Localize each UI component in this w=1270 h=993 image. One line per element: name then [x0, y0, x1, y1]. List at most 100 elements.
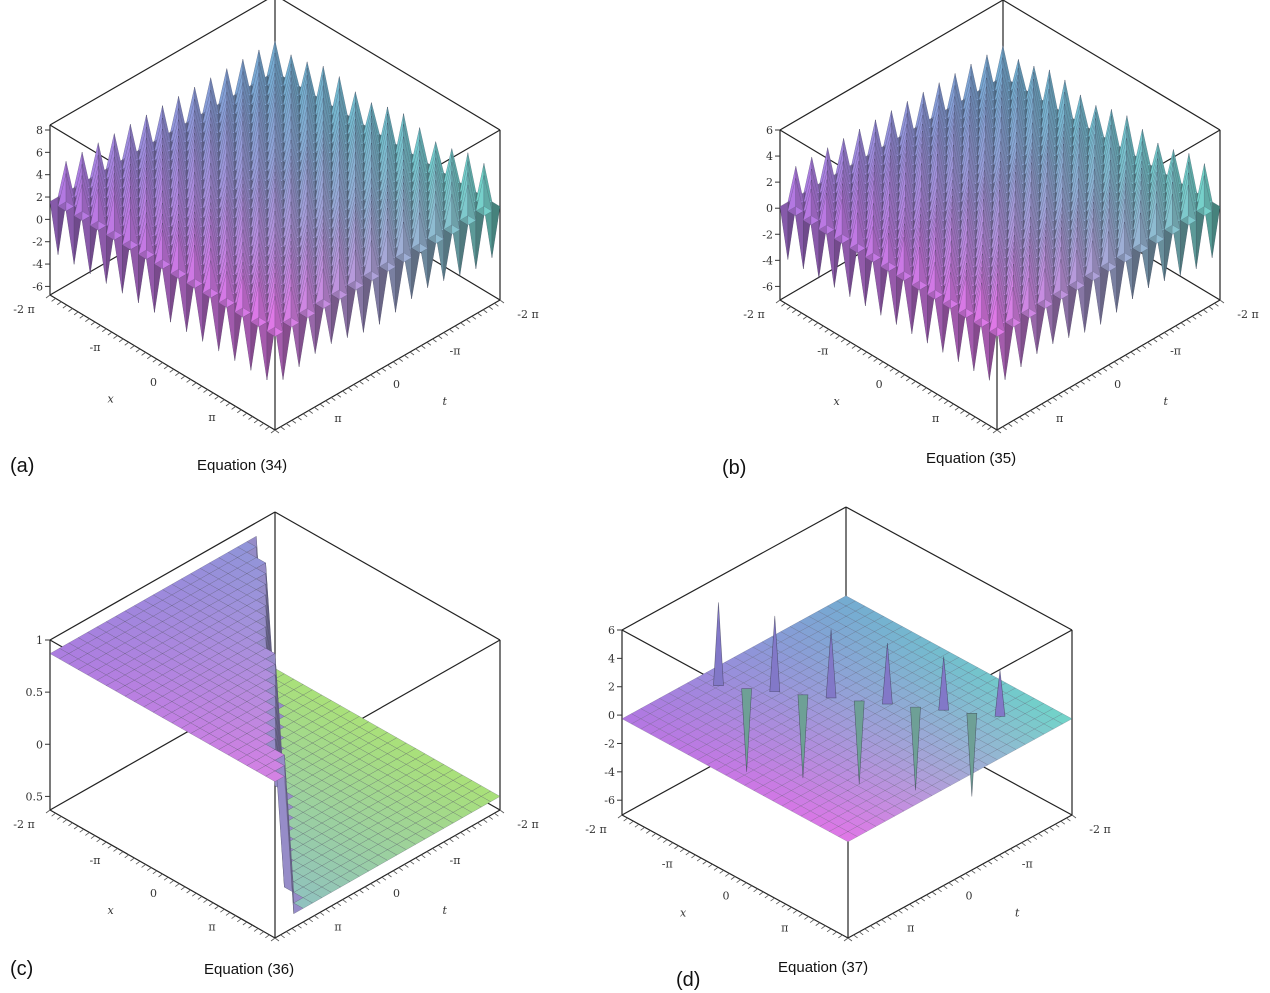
- surface-facet-a: [178, 273, 187, 332]
- surface-facet-a: [290, 287, 300, 323]
- x-minor-tick-a: [79, 314, 84, 319]
- surface-facet-a: [339, 259, 348, 296]
- surface-facet-a: [130, 244, 139, 303]
- surface-facet-a: [331, 294, 340, 344]
- surface-facet-a: [419, 212, 428, 249]
- x-minor-tick-a: [259, 422, 264, 427]
- surface-facet-b: [1211, 201, 1221, 258]
- x-axis-label-a: x: [108, 393, 115, 406]
- t-minor-tick-a: [336, 393, 342, 398]
- t-tick-label-a: 0: [393, 378, 400, 391]
- t-minor-tick-a: [437, 335, 443, 340]
- x-minor-tick-a: [237, 409, 242, 414]
- z-tick-label-a: 0: [36, 213, 43, 226]
- x-minor-tick-a: [242, 412, 248, 417]
- x-minor-tick-a: [141, 352, 146, 356]
- t-minor-tick-a: [421, 345, 426, 349]
- t-minor-tick-a: [308, 410, 313, 414]
- x-minor-tick-a: [208, 392, 214, 397]
- surface-facet-a: [162, 230, 171, 265]
- surface-facet-a: [258, 321, 268, 381]
- surface-facet-a: [258, 282, 268, 323]
- surface-facet-a: [81, 215, 91, 274]
- surface-facet-a: [97, 225, 107, 284]
- x-tick-label-a: 0: [150, 376, 157, 389]
- box-edge-a: [49, 0, 268, 126]
- t-minor-tick-a: [291, 419, 297, 424]
- z-tick-label-a: 8: [36, 124, 43, 137]
- surface-facet-a: [387, 231, 396, 268]
- x-minor-tick-a: [192, 382, 197, 387]
- x-minor-tick-a: [118, 338, 124, 343]
- surface-facet-a: [403, 222, 412, 258]
- surface-facet-a: [443, 229, 453, 281]
- surface-facet-a: [242, 275, 252, 313]
- x-minor-tick-a: [45, 294, 51, 299]
- x-minor-tick-a: [147, 355, 152, 360]
- t-minor-tick-a: [494, 302, 499, 307]
- t-axis-label-a: t: [443, 395, 448, 408]
- t-minor-tick-a: [426, 341, 432, 346]
- x-minor-tick-a: [197, 385, 203, 390]
- t-minor-tick-a: [454, 325, 460, 330]
- surface-facet-a: [226, 302, 236, 361]
- x-minor-tick-a: [158, 362, 163, 366]
- surface-facet-a: [314, 303, 324, 354]
- t-minor-tick-a: [387, 364, 392, 369]
- x-minor-tick-a: [113, 335, 118, 339]
- surface-facet-a: [226, 271, 236, 304]
- t-minor-tick-a: [302, 413, 308, 418]
- x-minor-tick-a: [68, 308, 73, 312]
- surface-facet-a: [363, 275, 372, 333]
- t-minor-tick-a: [381, 367, 387, 372]
- t-minor-tick-a: [370, 374, 375, 379]
- surface-facet-a: [114, 195, 123, 236]
- t-minor-tick-a: [342, 390, 347, 395]
- surface-facet-a: [459, 219, 469, 276]
- z-tick-label-a: 2: [36, 191, 43, 204]
- z-tick-label-a: -6: [32, 280, 43, 293]
- surface-facet-a: [274, 296, 284, 333]
- surface-facet-a: [194, 245, 203, 285]
- t-minor-tick-a: [477, 312, 482, 317]
- t-minor-tick-a: [347, 387, 353, 392]
- t-minor-tick-a: [325, 400, 330, 405]
- x-minor-tick-a: [85, 318, 90, 322]
- surface-facet-a: [130, 209, 139, 246]
- x-minor-tick-a: [253, 419, 259, 424]
- t-minor-tick-a: [449, 328, 454, 333]
- t-minor-tick-a: [353, 384, 358, 388]
- t-minor-tick-a: [443, 332, 448, 336]
- x-minor-tick-a: [135, 348, 141, 353]
- x-minor-tick-a: [203, 389, 208, 393]
- x-minor-tick-a: [163, 365, 169, 370]
- t-minor-tick-a: [460, 322, 465, 327]
- x-tick-label-a: -2 π: [13, 303, 34, 316]
- surface-facet-a: [298, 312, 308, 367]
- z-tick-label-a: -2: [32, 236, 43, 249]
- t-minor-tick-a: [471, 315, 477, 320]
- x-minor-tick-a: [124, 341, 129, 346]
- surface-facet-a: [146, 254, 155, 313]
- surface-facet-a: [467, 184, 477, 221]
- t-minor-tick-a: [398, 358, 403, 362]
- x-minor-tick-a: [231, 406, 236, 410]
- x-minor-tick-a: [186, 379, 191, 383]
- surface-facet-b: [1203, 175, 1213, 212]
- z-tick-label-a: 6: [36, 146, 43, 159]
- z-tick-label-a: 4: [36, 169, 43, 182]
- t-minor-tick-a: [376, 371, 381, 375]
- surface-facet-a: [411, 247, 420, 299]
- z-tick-label-a: -4: [32, 258, 43, 271]
- x-minor-tick-a: [265, 426, 270, 430]
- surface-facet-a: [379, 266, 388, 325]
- panel-b: 6 4 2 0 -2 -4 -6 -2 π -π 0 π x -2 π -π 0 π t (b) Equatio…: [640, 0, 1270, 490]
- surface-facet-a: [483, 175, 493, 212]
- x-minor-tick-a: [130, 345, 135, 349]
- x-minor-tick-a: [180, 375, 186, 380]
- x-minor-tick-a: [51, 298, 56, 302]
- x-minor-tick-a: [107, 331, 113, 336]
- surface-facet-a: [65, 206, 75, 265]
- t-minor-tick-a: [432, 338, 437, 343]
- t-minor-tick-a: [286, 423, 291, 427]
